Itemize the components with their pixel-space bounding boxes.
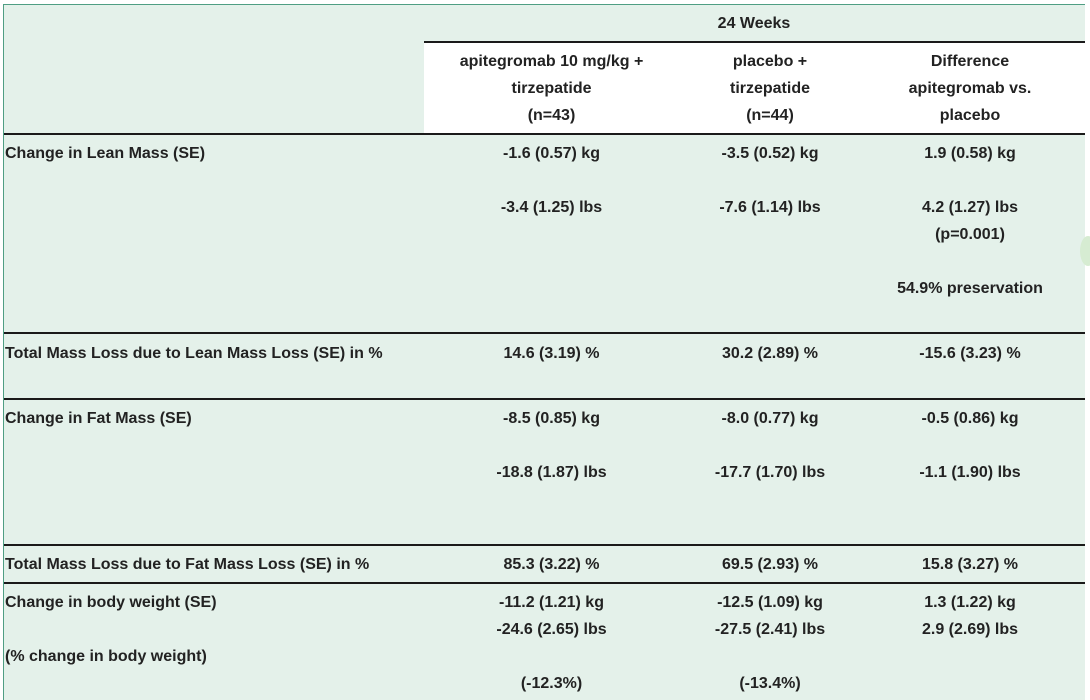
value-line: -1.6 (0.57) kg (503, 145, 600, 162)
body-weight-difference: 1.3 (1.22) kg 2.9 (2.69) lbs (861, 589, 1079, 643)
value-line: -8.5 (0.85) kg (503, 410, 600, 427)
fat-loss-pct-placebo: 69.5 (2.93) % (721, 556, 819, 573)
value-line: 4.2 (1.27) lbs (921, 199, 1019, 216)
col-header-line: (n=44) (746, 107, 794, 124)
lean-mass-apitegromab: -1.6 (0.57) kg -3.4 (1.25) lbs (424, 140, 679, 221)
lean-loss-pct-apitegromab: 14.6 (3.19) % (503, 345, 600, 362)
preservation-value: 54.9% preservation (897, 280, 1043, 297)
value-line (679, 432, 861, 459)
value-line: 1.3 (1.22) kg (924, 594, 1016, 611)
value-line: -7.6 (1.14) lbs (719, 199, 821, 216)
col-header-line: placebo (939, 107, 1001, 124)
row-label-line: Change in body weight (SE) (5, 594, 217, 611)
col-header-line: Difference (930, 53, 1010, 70)
lean-mass-placebo: -3.5 (0.52) kg -7.6 (1.14) lbs (679, 140, 861, 221)
value-line: -3.5 (0.52) kg (721, 145, 819, 162)
row-label-body-weight: Change in body weight (SE) (% change in … (4, 589, 424, 670)
row-rule (4, 332, 1085, 334)
value-line: 2.9 (2.69) lbs (921, 621, 1019, 638)
lean-loss-pct-difference: -15.6 (3.23) % (919, 345, 1021, 362)
col-header-apitegromab: apitegromab 10 mg/kg + tirzepatide (n=43… (424, 48, 679, 129)
value-line (861, 248, 1079, 275)
value-line: -8.0 (0.77) kg (721, 410, 819, 427)
lean-mass-difference: 1.9 (0.58) kg 4.2 (1.27) lbs (p=0.001) 5… (861, 140, 1079, 302)
period-underline (424, 41, 1085, 43)
col-header-difference: Difference apitegromab vs. placebo (861, 48, 1079, 129)
value-line: -24.6 (2.65) lbs (496, 621, 607, 638)
col-header-line: tirzepatide (511, 80, 592, 97)
fat-mass-placebo: -8.0 (0.77) kg -17.7 (1.70) lbs (679, 405, 861, 486)
value-line: -0.5 (0.86) kg (921, 410, 1019, 427)
pct-change-value: (-13.4%) (739, 675, 801, 692)
value-line: -12.5 (1.09) kg (717, 594, 823, 611)
value-line (424, 432, 679, 459)
fat-mass-difference: -0.5 (0.86) kg -1.1 (1.90) lbs (861, 405, 1079, 486)
value-line: 1.9 (0.58) kg (924, 145, 1016, 162)
col-header-placebo: placebo + tirzepatide (n=44) (679, 48, 861, 129)
row-label-line: (% change in body weight) (5, 648, 207, 665)
period-header: 24 Weeks (717, 15, 791, 32)
fat-loss-pct-apitegromab: 85.3 (3.22) % (503, 556, 600, 573)
row-rule (4, 398, 1085, 400)
col-header-line: placebo + (732, 53, 808, 70)
row-rule (4, 582, 1085, 584)
col-header-line: apitegromab 10 mg/kg + (459, 53, 644, 70)
value-line (861, 432, 1079, 459)
value-line: -17.7 (1.70) lbs (714, 464, 826, 481)
row-rule (4, 544, 1085, 546)
row-label-lean-mass-loss-pct: Total Mass Loss due to Lean Mass Loss (S… (5, 345, 383, 362)
value-line: -18.8 (1.87) lbs (496, 464, 607, 481)
value-line (679, 643, 861, 670)
value-line (424, 167, 679, 194)
value-line: -11.2 (1.21) kg (499, 594, 604, 611)
header-bottom-rule (4, 133, 1085, 135)
value-line (424, 643, 679, 670)
pct-change-value: (-12.3%) (520, 675, 583, 692)
row-label-lean-mass: Change in Lean Mass (SE) (5, 145, 206, 162)
fat-loss-pct-difference: 15.8 (3.27) % (921, 556, 1019, 573)
lean-loss-pct-placebo: 30.2 (2.89) % (721, 345, 819, 362)
value-line: -1.1 (1.90) lbs (919, 464, 1021, 481)
col-header-line: apitegromab vs. (908, 80, 1032, 97)
fat-mass-apitegromab: -8.5 (0.85) kg -18.8 (1.87) lbs (424, 405, 679, 486)
p-value: (p=0.001) (935, 226, 1005, 243)
row-label-fat-mass: Change in Fat Mass (SE) (5, 410, 192, 427)
row-label-fat-mass-loss-pct: Total Mass Loss due to Fat Mass Loss (SE… (5, 556, 370, 573)
col-header-line: tirzepatide (729, 80, 810, 97)
value-line: -27.5 (2.41) lbs (714, 621, 826, 638)
value-line (679, 167, 861, 194)
value-line (861, 167, 1079, 194)
body-weight-placebo: -12.5 (1.09) kg -27.5 (2.41) lbs (-13.4%… (679, 589, 861, 697)
value-line: -3.4 (1.25) lbs (500, 199, 603, 216)
col-header-line: (n=43) (527, 107, 576, 124)
edge-scroll-indicator (1080, 236, 1090, 266)
column-header-band (424, 43, 1085, 133)
body-weight-apitegromab: -11.2 (1.21) kg -24.6 (2.65) lbs (-12.3%… (424, 589, 679, 697)
results-table: 24 Weeks apitegromab 10 mg/kg + tirzepat… (3, 4, 1085, 700)
